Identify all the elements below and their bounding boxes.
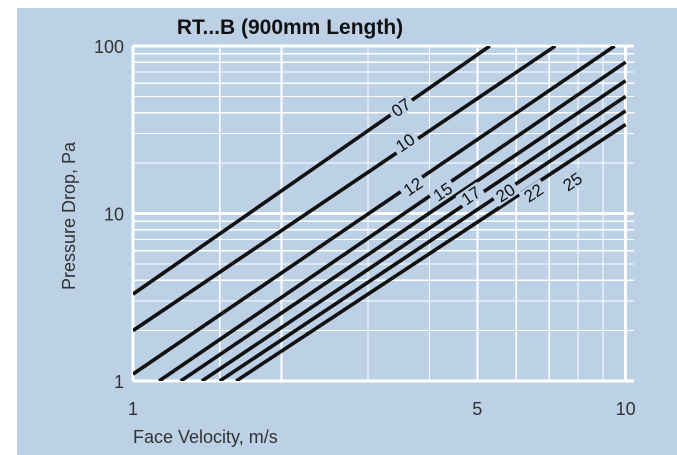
series-label-gap	[389, 128, 421, 157]
series-label-gap	[427, 177, 458, 206]
series-line	[218, 109, 627, 381]
y-axis-label: Pressure Drop, Pa	[59, 141, 79, 290]
series-label-gap	[518, 178, 549, 207]
x-tick-label: 10	[616, 399, 636, 419]
series-line	[133, 46, 616, 376]
series-label-gap	[490, 178, 521, 207]
series-label-gap	[455, 181, 487, 210]
chart-title: RT...B (900mm Length)	[177, 16, 403, 39]
x-axis-label: Face Velocity, m/s	[133, 427, 278, 447]
series-line	[179, 79, 627, 381]
grid	[131, 44, 634, 383]
series-line	[133, 46, 557, 333]
series-label-group: 12	[397, 172, 429, 201]
series-line	[235, 122, 627, 381]
series-label-gap	[385, 93, 417, 122]
x-tick-label: 5	[472, 399, 482, 419]
series-line	[133, 46, 491, 296]
y-tick-label: 1	[114, 372, 124, 392]
series-label-gap	[397, 172, 429, 201]
x-tick-label: 1	[128, 399, 138, 419]
series-lines	[133, 46, 627, 381]
series-line	[158, 60, 627, 381]
series-line	[200, 94, 627, 381]
y-tick-label: 100	[94, 37, 124, 57]
y-tick-label: 10	[104, 205, 124, 225]
series-label-gap	[557, 167, 588, 196]
